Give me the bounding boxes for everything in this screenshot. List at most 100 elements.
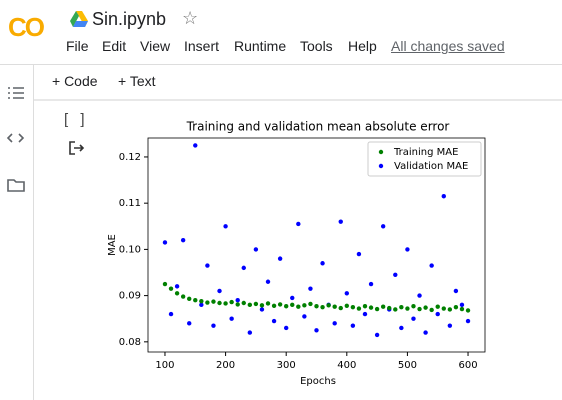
data-point (405, 247, 410, 252)
menu-item[interactable]: File (66, 38, 89, 54)
data-point (211, 323, 216, 328)
data-point (235, 298, 240, 303)
data-point (290, 302, 295, 308)
data-point (356, 251, 362, 257)
legend-marker (378, 149, 384, 155)
data-point (465, 318, 471, 324)
save-status[interactable]: All changes saved (391, 38, 505, 54)
data-point (326, 303, 331, 308)
data-point (393, 307, 398, 312)
data-point (332, 321, 337, 326)
chart-title: Training and validation mean absolute er… (186, 120, 450, 134)
data-point (211, 299, 216, 304)
data-point (380, 304, 386, 309)
data-point (187, 296, 192, 302)
x-tick-label: 100 (155, 360, 174, 371)
notebook-title[interactable]: Sin.ipynb (92, 9, 167, 29)
data-point (368, 281, 374, 287)
data-point (417, 306, 422, 312)
data-point (441, 194, 446, 199)
data-point (217, 288, 222, 294)
data-point (217, 300, 222, 306)
output-icon[interactable] (68, 140, 86, 156)
data-point (162, 281, 168, 287)
files-icon[interactable] (7, 179, 25, 192)
data-point (271, 318, 277, 324)
data-point (283, 304, 289, 309)
y-tick-label: 0.10 (119, 244, 141, 255)
y-axis-label: MAE (107, 234, 118, 256)
add-code-button[interactable]: + Code (52, 73, 98, 89)
star-icon[interactable]: ☆ (182, 8, 199, 28)
data-point (265, 279, 271, 284)
data-point (411, 304, 416, 309)
toc-icon[interactable] (8, 87, 24, 99)
menu-item[interactable]: Tools (300, 38, 333, 54)
data-point (235, 302, 240, 307)
run-prompt[interactable]: [ ] (64, 111, 89, 128)
menu-item[interactable]: Edit (102, 38, 127, 54)
code-icon[interactable] (6, 133, 25, 143)
data-point (259, 303, 265, 308)
data-point (223, 224, 228, 229)
data-point (283, 325, 289, 331)
data-point (411, 316, 416, 321)
x-tick-label: 400 (337, 360, 356, 371)
data-point (417, 293, 422, 298)
data-point (193, 298, 198, 303)
data-point (387, 305, 392, 311)
data-point (205, 263, 210, 268)
menu-item[interactable]: View (140, 38, 171, 54)
x-axis-label: Epochs (300, 376, 336, 387)
y-tick-label: 0.11 (119, 198, 141, 209)
x-tick-label: 300 (277, 360, 296, 371)
data-point (338, 219, 343, 224)
data-point (314, 304, 319, 309)
legend-label: Training MAE (393, 147, 458, 158)
data-point (308, 301, 313, 307)
data-point (447, 323, 453, 328)
drive-icon[interactable] (70, 11, 88, 27)
data-point (435, 304, 440, 309)
data-point (423, 305, 428, 310)
chart: Training and validation mean absolute er… (107, 120, 486, 387)
data-point (271, 303, 277, 308)
logo[interactable]: CO (8, 12, 45, 42)
divider (0, 64, 562, 65)
data-point (362, 311, 368, 317)
data-point (199, 298, 204, 304)
data-point (241, 265, 246, 271)
data-point (344, 303, 350, 308)
data-point (435, 311, 440, 317)
data-point (290, 295, 295, 301)
data-point (265, 301, 271, 306)
data-point (277, 256, 283, 261)
data-point (350, 304, 356, 310)
data-point (308, 286, 313, 291)
data-point (168, 311, 174, 317)
data-point (247, 330, 253, 335)
data-point (405, 306, 410, 311)
data-point (253, 301, 259, 307)
data-point (241, 300, 246, 306)
data-point (399, 325, 404, 331)
data-point (174, 291, 180, 296)
data-point (362, 304, 368, 309)
menu-item[interactable]: Insert (184, 38, 220, 54)
data-point (320, 304, 325, 310)
data-point (459, 302, 465, 308)
data-point (247, 302, 253, 308)
data-point (259, 307, 265, 312)
data-point (393, 272, 398, 278)
add-text-button[interactable]: + Text (118, 73, 156, 89)
menu-item[interactable]: Runtime (234, 38, 287, 54)
data-point (229, 316, 234, 321)
x-tick-label: 600 (458, 360, 477, 371)
data-point (441, 306, 446, 311)
data-point (374, 306, 380, 312)
data-point (350, 323, 356, 328)
axes-frame (147, 137, 486, 353)
data-point (459, 306, 465, 312)
menu-item[interactable]: Help (348, 38, 377, 54)
y-tick-label: 0.09 (119, 291, 141, 302)
